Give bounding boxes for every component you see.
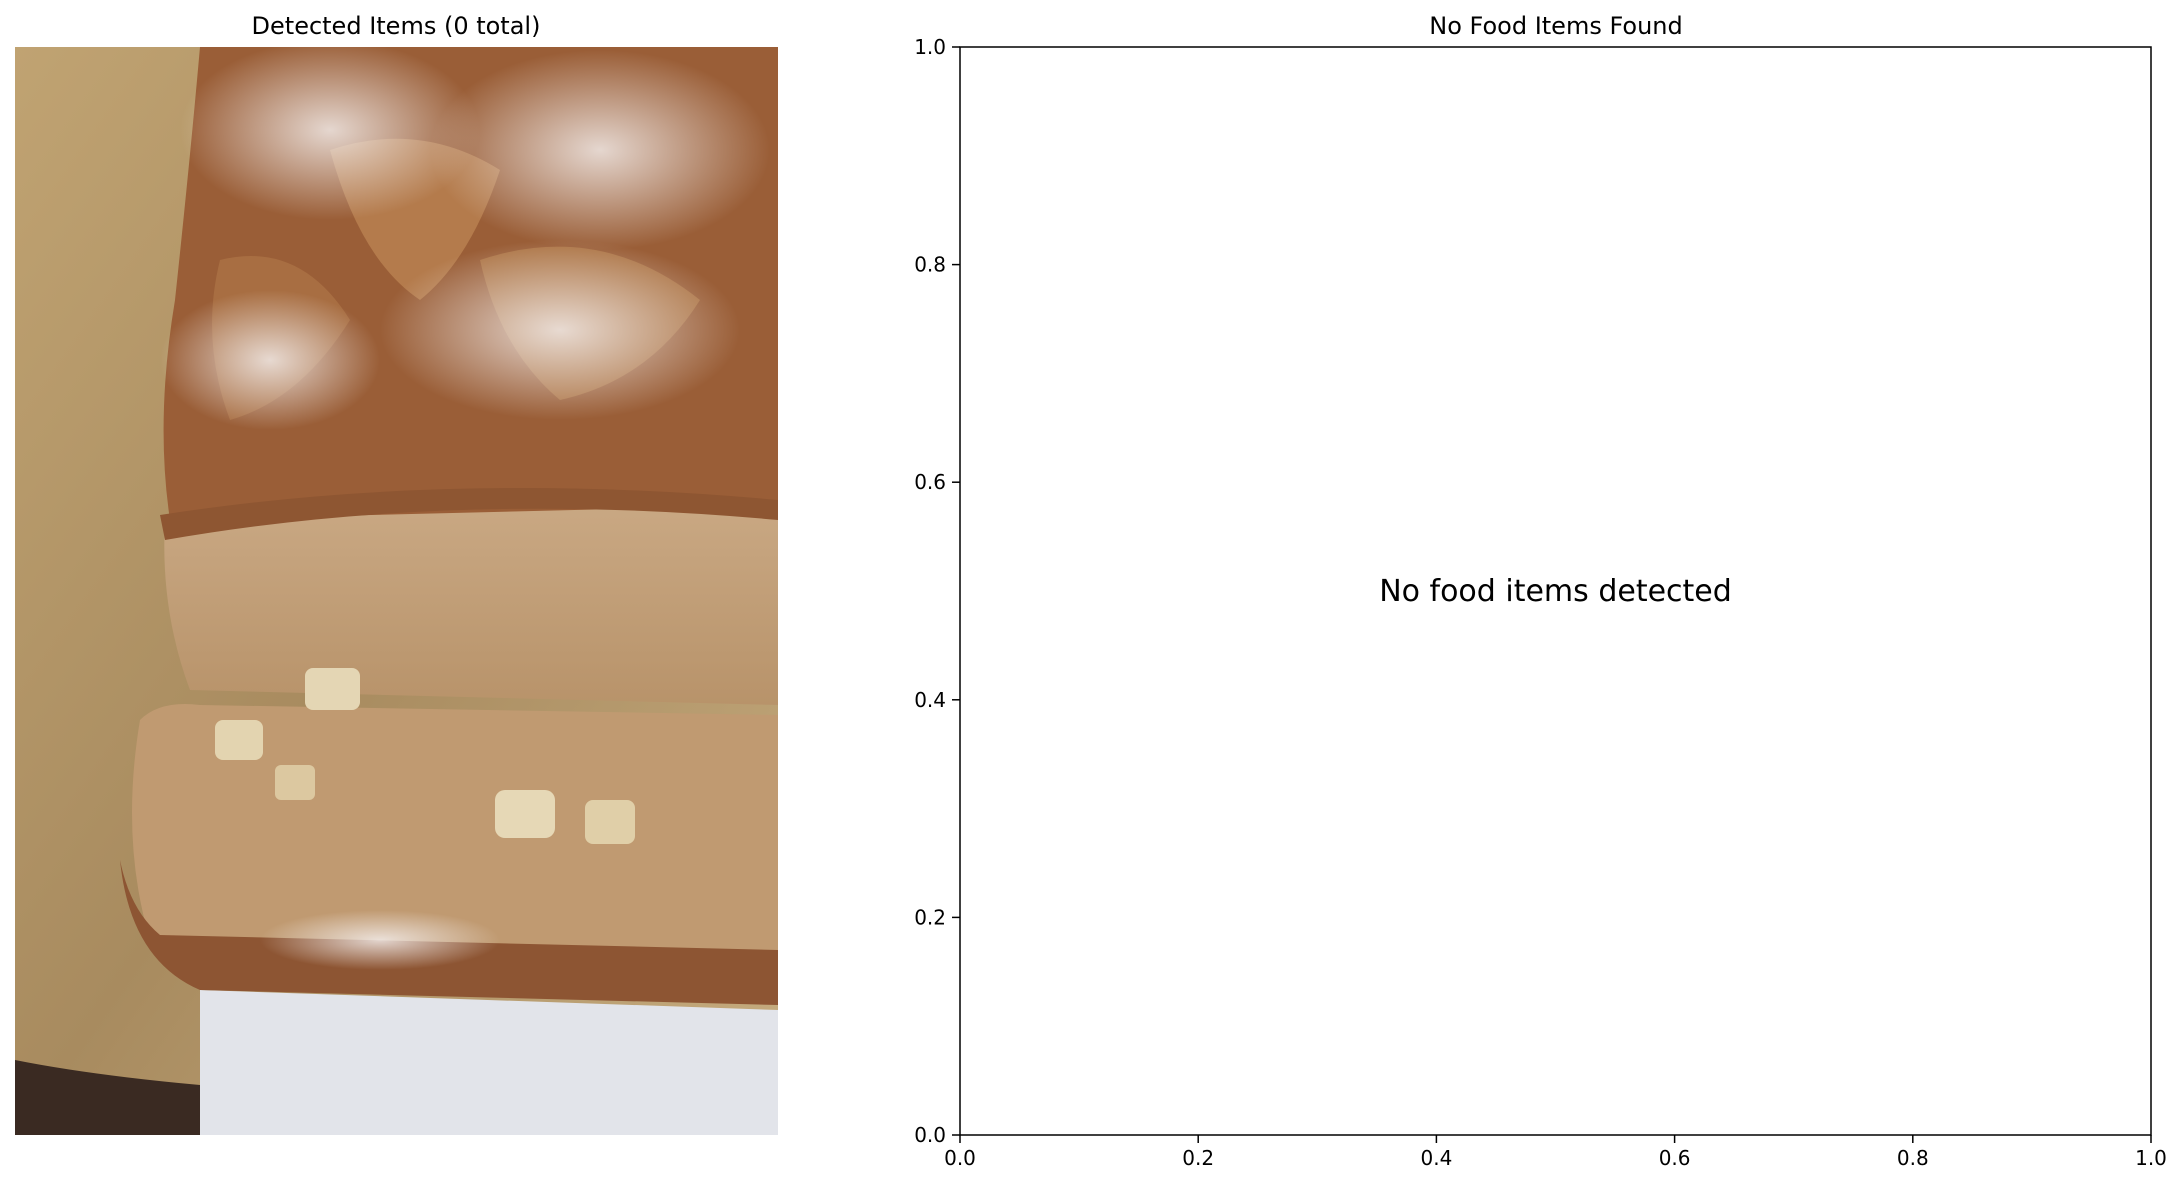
no-items-message: No food items detected: [1379, 574, 1732, 609]
detection-chart: No Food Items Found 0.0 0.2 0.4 0.6 0.8 1.0 0…: [914, 12, 2167, 1170]
plot-area: [959, 46, 2152, 1136]
x-tick-label: 0.4: [1420, 1146, 1452, 1170]
y-tick-label: 1.0: [914, 35, 946, 59]
photo-panel-title: Detected Items (0 total): [252, 12, 541, 40]
x-tick-label: 0.8: [1897, 1146, 1929, 1170]
x-tick-label: 0.2: [1182, 1146, 1214, 1170]
photo-panel: Detected Items (0 total): [15, 12, 778, 1135]
x-tick-label: 0.0: [944, 1146, 976, 1170]
chart-title: No Food Items Found: [1429, 12, 1683, 40]
y-tick-label: 0.2: [914, 905, 946, 929]
y-axis: 0.0 0.2 0.4 0.6 0.8 1.0: [914, 35, 960, 1147]
bread-photo: [15, 47, 778, 1135]
y-tick-label: 0.8: [914, 253, 946, 277]
x-tick-label: 0.6: [1659, 1146, 1691, 1170]
y-tick-label: 0.6: [914, 470, 946, 494]
y-tick-label: 0.4: [914, 688, 946, 712]
x-axis: 0.0 0.2 0.4 0.6 0.8 1.0: [944, 1135, 2167, 1170]
x-tick-label: 1.0: [2135, 1146, 2167, 1170]
y-tick-label: 0.0: [914, 1123, 946, 1147]
